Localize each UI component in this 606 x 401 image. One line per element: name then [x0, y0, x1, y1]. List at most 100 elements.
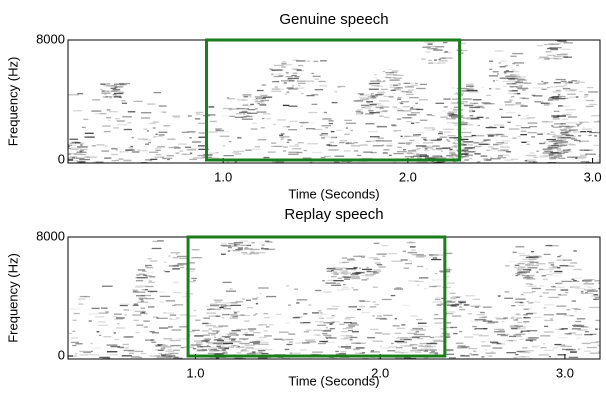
texture-stroke	[409, 96, 419, 99]
texture-stroke	[133, 319, 140, 321]
texture-stroke	[137, 149, 140, 151]
texture-stroke	[460, 346, 470, 348]
texture-stroke	[411, 249, 416, 251]
texture-stroke	[557, 143, 565, 145]
texture-stroke	[205, 341, 209, 343]
texture-stroke	[148, 141, 151, 144]
texture-stroke	[415, 318, 423, 321]
texture-stroke	[458, 300, 466, 303]
texture-stroke	[144, 339, 153, 341]
texture-stroke	[544, 319, 554, 322]
texture-stroke	[458, 138, 469, 141]
texture-stroke	[247, 108, 256, 111]
texture-stroke	[544, 349, 554, 351]
texture-stroke	[581, 292, 593, 294]
texture-stroke	[379, 115, 384, 117]
texture-stroke	[113, 83, 125, 85]
texture-stroke	[404, 135, 411, 138]
texture-stroke	[382, 152, 388, 154]
texture-stroke	[387, 350, 396, 352]
texture-stroke	[469, 102, 476, 105]
texture-stroke	[391, 124, 396, 126]
texture-stroke	[379, 345, 382, 347]
spectrogram-texture	[69, 223, 600, 364]
texture-stroke	[243, 113, 246, 115]
texture-stroke	[482, 306, 492, 308]
texture-stroke	[485, 126, 497, 129]
texture-stroke	[326, 337, 329, 339]
texture-stroke	[318, 342, 326, 345]
texture-stroke	[331, 101, 338, 104]
texture-stroke	[526, 117, 536, 119]
texture-stroke	[458, 144, 468, 146]
texture-stroke	[525, 278, 536, 280]
texture-stroke	[401, 117, 413, 119]
texture-stroke	[550, 131, 555, 133]
texture-stroke	[394, 357, 404, 359]
texture-stroke	[106, 83, 111, 85]
texture-stroke	[412, 134, 417, 136]
texture-stroke	[548, 262, 555, 264]
texture-stroke	[411, 253, 416, 256]
texture-stroke	[529, 283, 534, 286]
texture-stroke	[80, 144, 83, 146]
texture-stroke	[293, 352, 301, 354]
texture-stroke	[243, 115, 253, 118]
texture-stroke	[69, 308, 80, 310]
texture-stroke	[343, 273, 348, 276]
texture-stroke	[227, 346, 235, 348]
texture-stroke	[560, 138, 567, 141]
texture-stroke	[405, 262, 413, 265]
texture-stroke	[138, 273, 145, 275]
texture-stroke	[215, 152, 219, 154]
texture-stroke	[464, 154, 474, 156]
texture-stroke	[560, 53, 568, 55]
texture-stroke	[580, 292, 584, 294]
texture-stroke	[529, 125, 538, 128]
texture-stroke	[273, 338, 283, 340]
texture-stroke	[507, 121, 511, 123]
texture-stroke	[424, 148, 428, 150]
texture-stroke	[442, 110, 447, 112]
texture-stroke	[291, 68, 298, 70]
texture-stroke	[432, 339, 442, 341]
texture-stroke	[170, 344, 182, 347]
texture-stroke	[331, 360, 341, 361]
texture-stroke	[544, 43, 554, 46]
texture-stroke	[372, 286, 378, 288]
texture-stroke	[417, 154, 420, 156]
texture-stroke	[303, 331, 310, 333]
texture-stroke	[548, 223, 554, 224]
texture-stroke	[434, 353, 439, 355]
texture-stroke	[497, 157, 507, 159]
texture-stroke	[453, 93, 458, 95]
texture-stroke	[556, 115, 566, 117]
texture-stroke	[186, 315, 197, 317]
texture-stroke	[158, 352, 163, 355]
texture-stroke	[195, 350, 205, 352]
texture-stroke	[59, 146, 65, 147]
texture-stroke	[255, 100, 264, 103]
texture-stroke	[175, 253, 178, 255]
texture-stroke	[285, 76, 293, 78]
texture-stroke	[560, 144, 568, 146]
texture-stroke	[181, 131, 189, 133]
texture-stroke	[398, 83, 401, 85]
texture-stroke	[382, 70, 386, 73]
texture-stroke	[585, 99, 595, 102]
texture-stroke	[543, 101, 547, 103]
texture-stroke	[221, 242, 228, 245]
texture-stroke	[547, 145, 553, 147]
texture-stroke	[210, 363, 215, 364]
texture-stroke	[120, 303, 130, 305]
texture-stroke	[326, 317, 334, 319]
texture-stroke	[258, 287, 269, 289]
texture-stroke	[283, 146, 288, 148]
texture-stroke	[325, 127, 329, 129]
texture-stroke	[569, 280, 580, 283]
texture-stroke	[453, 332, 458, 335]
texture-stroke	[70, 355, 78, 357]
texture-stroke	[500, 60, 507, 62]
texture-stroke	[512, 62, 516, 65]
texture-stroke	[541, 88, 547, 90]
